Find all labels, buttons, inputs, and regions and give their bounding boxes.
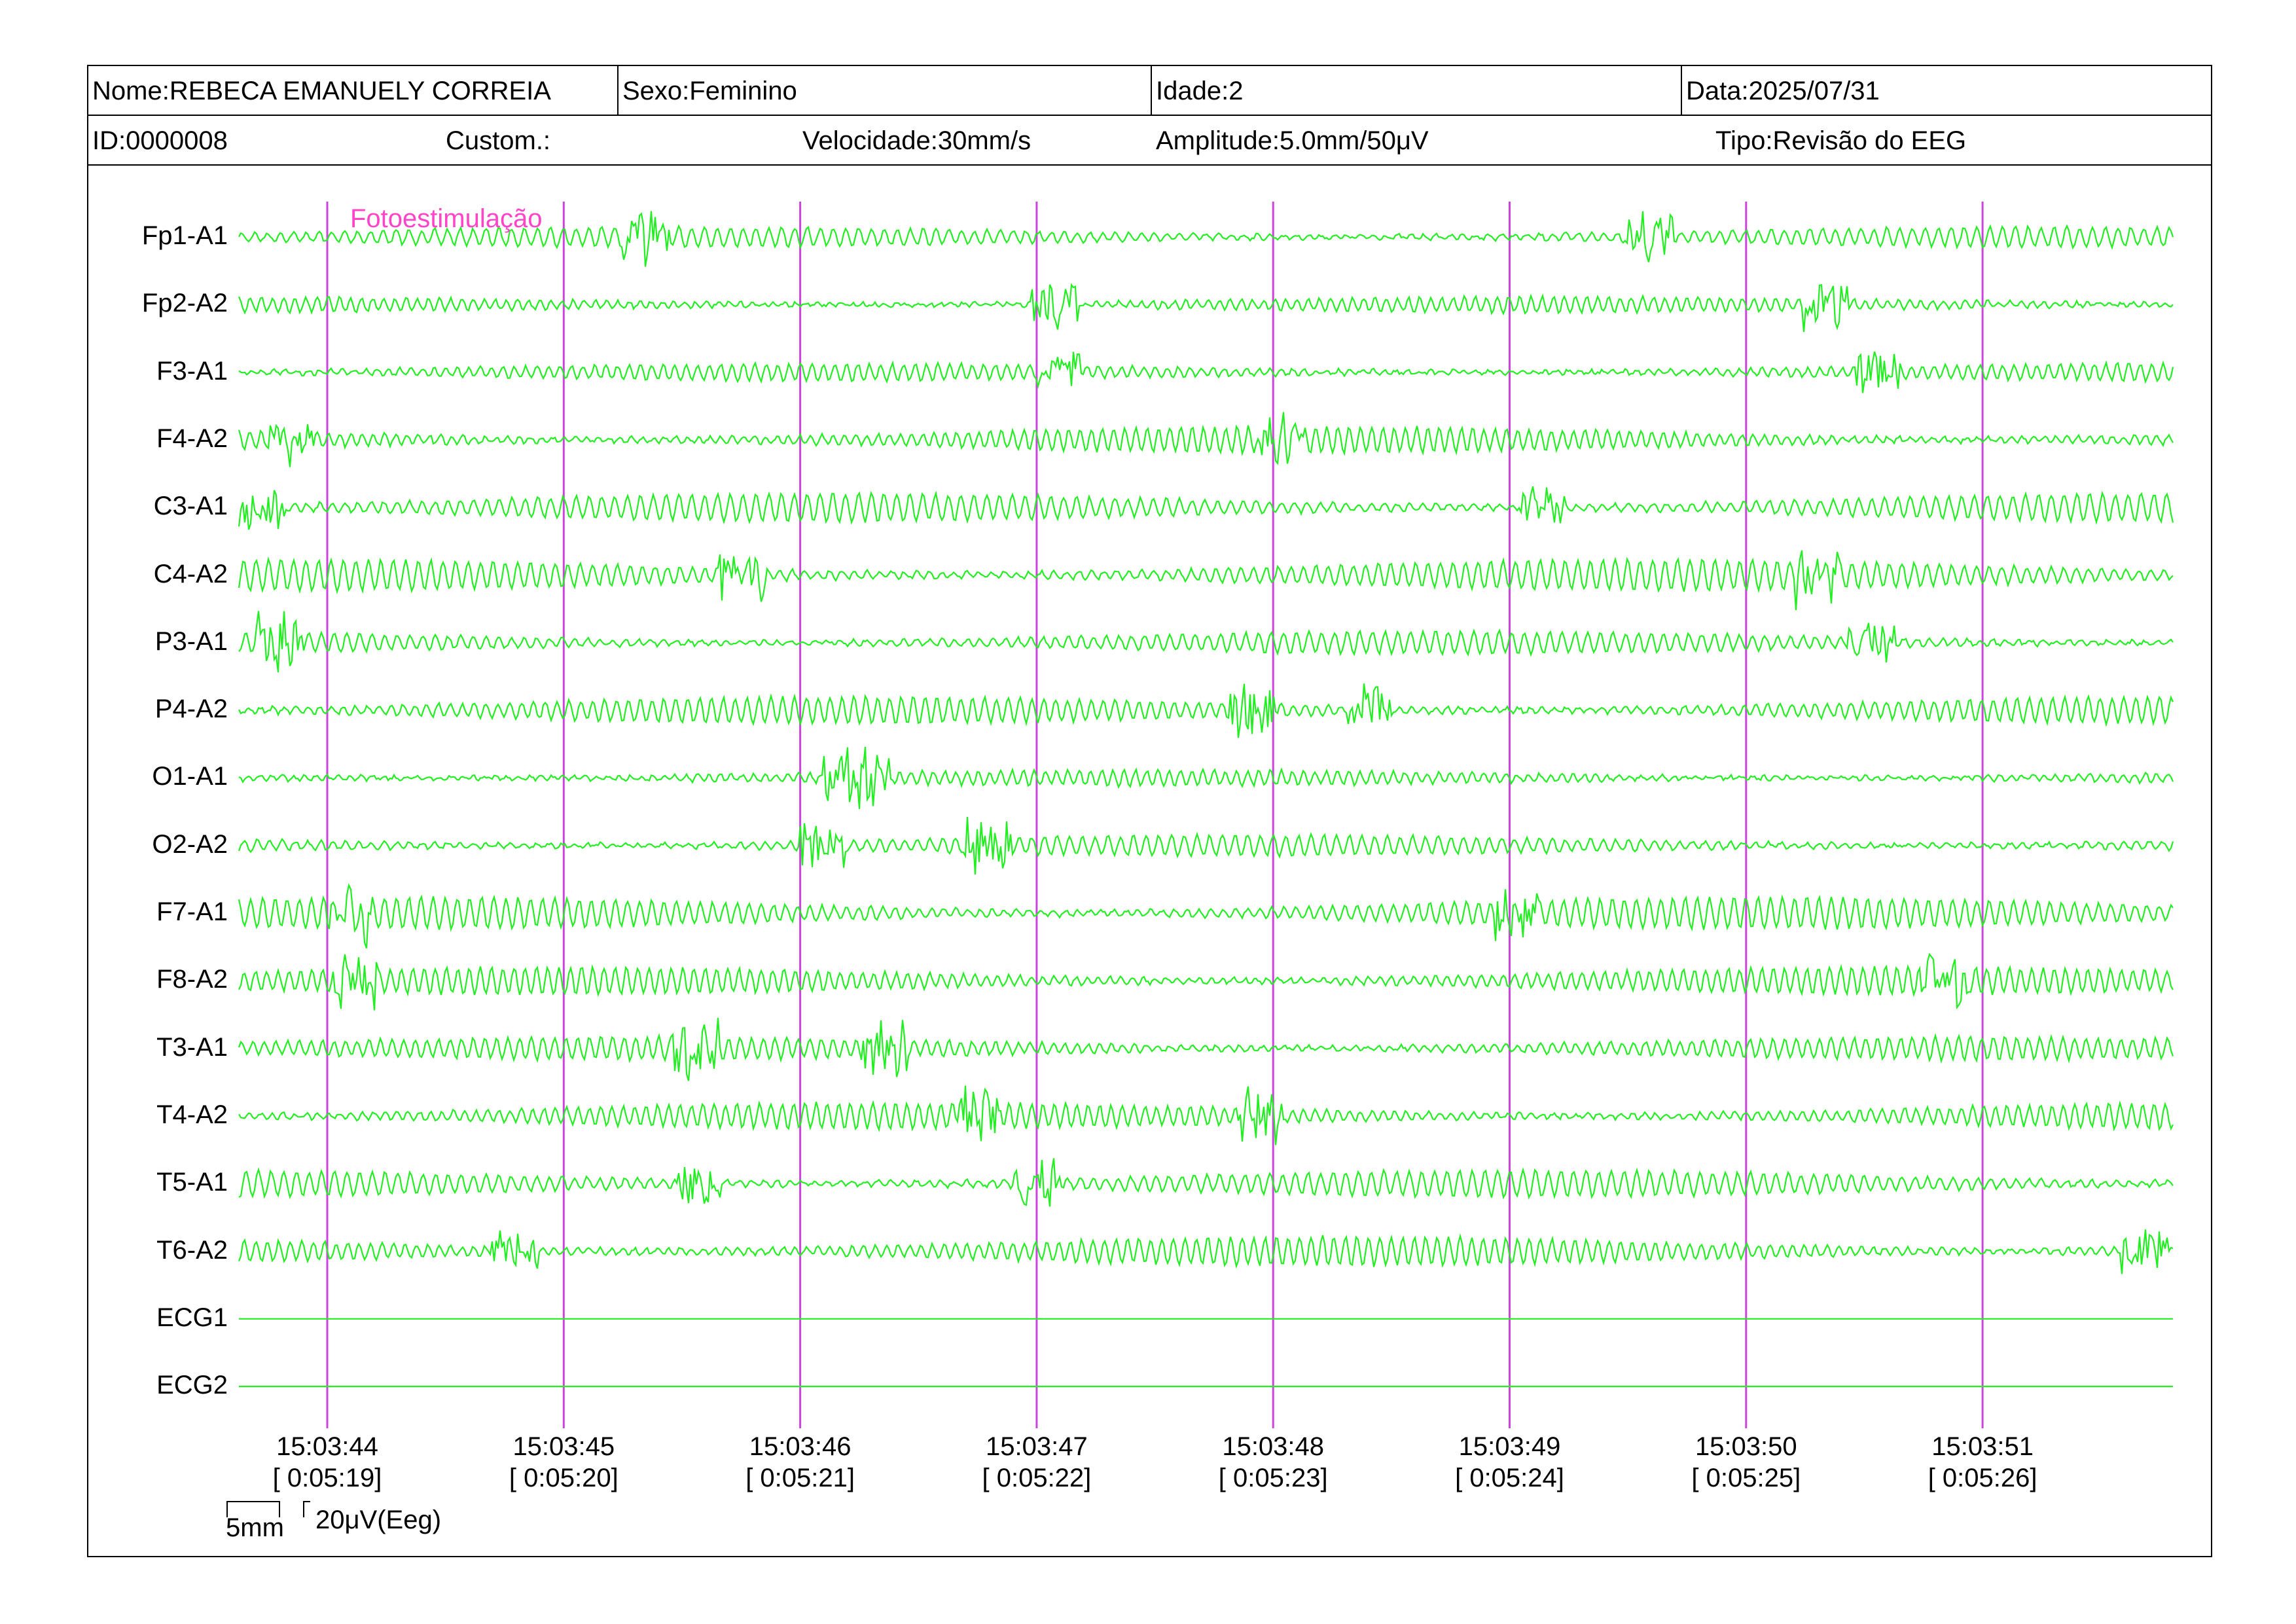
channel-trace bbox=[238, 412, 2174, 467]
channel-trace bbox=[238, 486, 2174, 530]
amplitude-setting: Amplitude:5.0mm/50μV bbox=[1156, 126, 1429, 155]
channel-label: Fp2-A2 bbox=[141, 289, 228, 318]
clock-time: 15:03:50 bbox=[1695, 1432, 1797, 1461]
clock-time: 15:03:45 bbox=[512, 1432, 615, 1461]
time-mark: 15:03:49 [ 0:05:24] bbox=[1412, 1431, 1608, 1494]
channel-label: P3-A1 bbox=[154, 626, 228, 656]
channel-trace bbox=[238, 1158, 2174, 1207]
channel-label: ECG2 bbox=[156, 1371, 228, 1400]
speed-setting: Velocidade:30mm/s bbox=[802, 126, 1031, 155]
clock-time: 15:03:51 bbox=[1931, 1432, 2034, 1461]
clock-time: 15:03:49 bbox=[1458, 1432, 1561, 1461]
clock-time: 15:03:48 bbox=[1222, 1432, 1325, 1461]
channel-label: C3-A1 bbox=[153, 492, 228, 521]
channel-trace bbox=[238, 283, 2174, 333]
channel-trace bbox=[238, 883, 2174, 948]
clock-time: 15:03:44 bbox=[276, 1432, 378, 1461]
patient-sex: Sexo:Feminino bbox=[619, 66, 1152, 115]
channel-label: T6-A2 bbox=[156, 1235, 228, 1265]
channel-label: T3-A1 bbox=[156, 1032, 228, 1062]
review-type: Tipo:Revisão do EEG bbox=[1715, 126, 1967, 155]
channel-trace bbox=[238, 211, 2174, 267]
channel-trace bbox=[238, 952, 2174, 1011]
record-date: Data:2025/07/31 bbox=[1686, 77, 1880, 105]
channel-trace bbox=[238, 1017, 2174, 1081]
channel-label: F7-A1 bbox=[156, 897, 228, 926]
elapsed-time: [ 0:05:20] bbox=[509, 1464, 619, 1492]
amplitude-scale-bracket bbox=[303, 1501, 310, 1517]
elapsed-time: [ 0:05:21] bbox=[745, 1464, 855, 1492]
header-row-settings: ID:0000008 Custom.: Velocidade:30mm/s Am… bbox=[88, 116, 2211, 166]
channel-label: ECG1 bbox=[156, 1303, 228, 1332]
photostimulation-annotation: Fotoestimulação bbox=[350, 204, 543, 233]
channel-label: P4-A2 bbox=[154, 695, 228, 724]
amplitude-scale-label: 20μV(Eeg) bbox=[315, 1506, 442, 1534]
channel-trace bbox=[238, 683, 2174, 738]
elapsed-time: [ 0:05:26] bbox=[1928, 1464, 2037, 1492]
time-mark: 15:03:44 [ 0:05:19] bbox=[229, 1431, 425, 1494]
time-scale-bracket bbox=[226, 1501, 280, 1517]
channel-label: C4-A2 bbox=[153, 559, 228, 588]
header-row-patient: Nome:REBECA EMANUELY CORREIA Sexo:Femini… bbox=[88, 66, 2211, 116]
elapsed-time: [ 0:05:25] bbox=[1691, 1464, 1801, 1492]
time-mark: 15:03:45 [ 0:05:20] bbox=[465, 1431, 662, 1494]
time-mark: 15:03:47 [ 0:05:22] bbox=[939, 1431, 1135, 1494]
custom-field: Custom.: bbox=[446, 126, 551, 155]
patient-age: Idade:2 bbox=[1152, 66, 1682, 115]
time-scale-label: 5mm bbox=[226, 1513, 284, 1542]
elapsed-time: [ 0:05:19] bbox=[272, 1464, 382, 1492]
elapsed-time: [ 0:05:24] bbox=[1455, 1464, 1564, 1492]
channel-trace bbox=[238, 1229, 2174, 1274]
channel-trace bbox=[238, 746, 2174, 809]
clock-time: 15:03:46 bbox=[749, 1432, 852, 1461]
channel-label: F4-A2 bbox=[156, 424, 228, 453]
channel-label: F8-A2 bbox=[156, 965, 228, 994]
channel-trace bbox=[238, 816, 2174, 875]
channel-label: Fp1-A1 bbox=[141, 221, 228, 250]
channel-label: O2-A2 bbox=[152, 829, 228, 859]
channel-label: T5-A1 bbox=[156, 1168, 228, 1197]
channel-trace bbox=[238, 351, 2174, 393]
elapsed-time: [ 0:05:23] bbox=[1218, 1464, 1328, 1492]
time-mark: 15:03:51 [ 0:05:26] bbox=[1884, 1431, 2081, 1494]
patient-name: Nome:REBECA EMANUELY CORREIA bbox=[88, 66, 619, 115]
channel-label: F3-A1 bbox=[156, 356, 228, 386]
eeg-report-sheet: Nome:REBECA EMANUELY CORREIA Sexo:Femini… bbox=[87, 65, 2212, 1557]
time-mark: 15:03:46 [ 0:05:21] bbox=[702, 1431, 899, 1494]
channel-trace bbox=[238, 1085, 2174, 1146]
time-mark: 15:03:48 [ 0:05:23] bbox=[1175, 1431, 1371, 1494]
channel-trace bbox=[238, 611, 2174, 673]
channel-trace bbox=[238, 550, 2174, 611]
clock-time: 15:03:47 bbox=[986, 1432, 1088, 1461]
second-markers bbox=[326, 202, 1984, 1428]
channel-label: O1-A1 bbox=[152, 762, 228, 791]
channel-label: T4-A2 bbox=[156, 1100, 228, 1129]
channel-traces bbox=[238, 211, 2174, 1388]
time-mark: 15:03:50 [ 0:05:25] bbox=[1648, 1431, 1844, 1494]
patient-id: ID:0000008 bbox=[92, 126, 228, 155]
elapsed-time: [ 0:05:22] bbox=[982, 1464, 1092, 1492]
